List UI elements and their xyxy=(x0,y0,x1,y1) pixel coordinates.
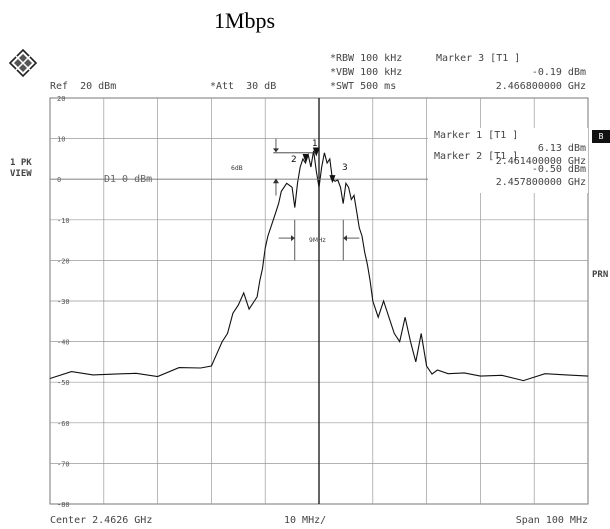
view-label: VIEW xyxy=(10,169,32,179)
marker3-level: -0.19 dBm xyxy=(531,67,586,78)
swt-label: *SWT 500 ms xyxy=(330,81,397,92)
marker3-number: 3 xyxy=(342,163,348,173)
side-b-badge: B xyxy=(592,130,610,143)
y-tick-label: -40 xyxy=(57,339,70,347)
bandwidth-annotation xyxy=(272,138,360,261)
marker2-title: Marker 2 [T1 ] xyxy=(434,151,519,162)
marker1-freq: 2.461400000 GHz xyxy=(495,156,586,167)
center-frequency: Center 2.4626 GHz xyxy=(50,515,153,526)
marker2-freq: 2.457800000 GHz xyxy=(495,177,586,188)
spectrum-trace xyxy=(49,150,589,382)
y-tick-label: -70 xyxy=(57,460,70,468)
marker1-triangle xyxy=(312,147,320,157)
marker2-level: -0.50 dBm xyxy=(531,164,586,175)
marker2-number: 2 xyxy=(291,155,297,165)
y-tick-label: -30 xyxy=(57,298,70,306)
marker3-title: Marker 3 [T1 ] xyxy=(436,53,521,64)
vbw-label: *VBW 100 kHz xyxy=(330,67,403,78)
marker3-freq: 2.466800000 GHz xyxy=(495,81,586,92)
marker2-triangle xyxy=(302,154,309,163)
bw-arrowhead-left xyxy=(291,235,295,242)
y-tick-label: 0 xyxy=(57,176,61,184)
y-tick-labels: 20 10 0 -10 -20 -30 -40 -50 -60 -70 -80 xyxy=(57,95,70,509)
marker1-level: 6.13 dBm xyxy=(537,143,586,154)
y-tick-label: -80 xyxy=(57,501,70,509)
marker1-number: 1 xyxy=(312,139,318,149)
y-tick-label: 10 xyxy=(57,136,65,144)
rbw-label: *RBW 100 kHz xyxy=(330,53,403,64)
trace-label: 1 PK xyxy=(10,158,32,168)
bw-arrowhead-right xyxy=(343,235,347,242)
logo-icon xyxy=(8,48,38,78)
bw-annotation: 9MHz xyxy=(309,237,326,244)
span-label: Span 100 MHz xyxy=(515,515,588,526)
prn-label: PRN xyxy=(592,270,609,280)
marker3-triangle xyxy=(329,175,336,184)
markers-panel xyxy=(428,128,588,193)
db-arrowhead-top xyxy=(272,148,279,153)
db-arrowhead-bottom xyxy=(272,178,279,184)
marker1-title: Marker 1 [T1 ] xyxy=(434,130,519,141)
y-tick-label: -60 xyxy=(57,420,70,428)
ref-label: Ref 20 dBm xyxy=(50,81,117,92)
att-label: *Att 30 dB xyxy=(210,81,277,92)
y-tick-label: 20 xyxy=(57,95,65,103)
y-tick-label: -20 xyxy=(57,257,70,265)
div-label: 10 MHz/ xyxy=(284,515,327,526)
display-line-label: D1 0 dBm xyxy=(104,174,153,185)
y-tick-label: -50 xyxy=(57,379,70,387)
y-tick-label: -10 xyxy=(57,217,70,225)
db-annotation: 6dB xyxy=(231,165,243,172)
chart-title: 1Mbps xyxy=(214,8,276,33)
